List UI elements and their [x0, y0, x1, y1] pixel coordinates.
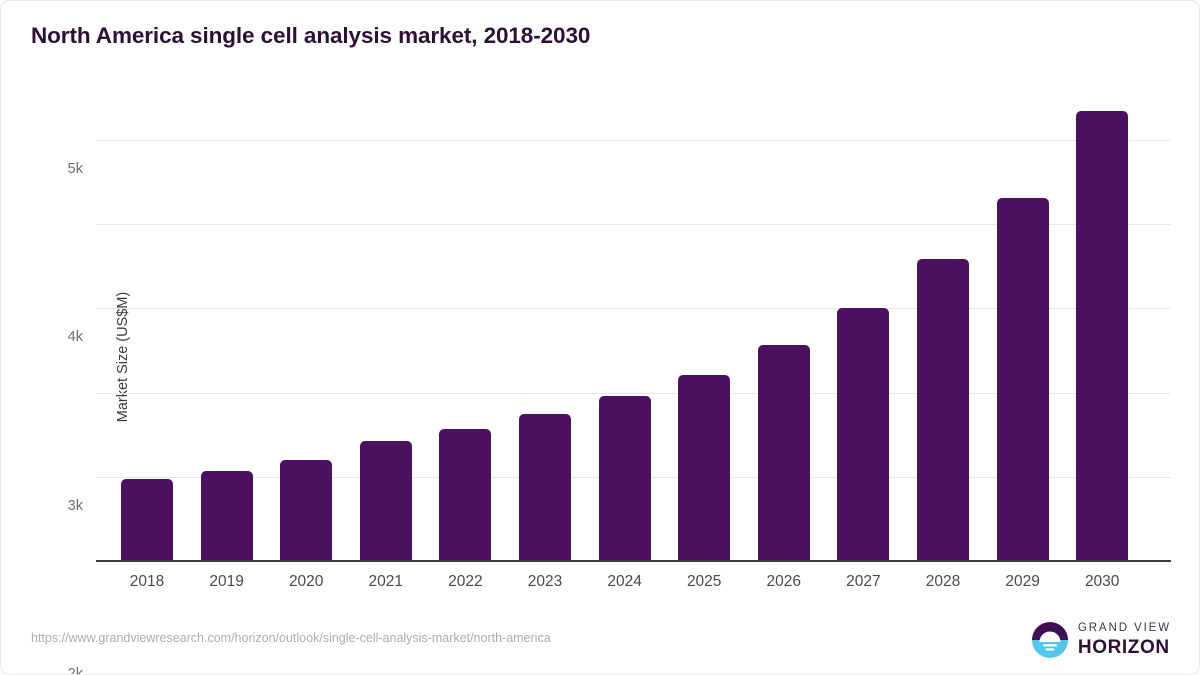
bar[interactable]	[837, 308, 890, 561]
gridline: 4k	[68, 224, 1171, 345]
bar[interactable]	[519, 414, 571, 561]
gridline: 5k	[68, 140, 1171, 177]
y-tick-label: 5k	[67, 161, 83, 178]
grand-view-horizon-logo-icon	[1031, 622, 1068, 658]
x-tick-label: 2024	[607, 573, 642, 590]
x-tick-label: 2022	[448, 573, 483, 590]
y-tick-label: 3k	[67, 497, 83, 514]
x-tick-label: 2018	[129, 573, 165, 590]
bar[interactable]	[757, 345, 810, 561]
bar[interactable]	[439, 428, 492, 561]
bar[interactable]	[359, 440, 412, 561]
logo-line-1: GRAND VIEW	[1077, 622, 1171, 635]
bar[interactable]	[996, 198, 1049, 561]
bar[interactable]	[121, 478, 173, 561]
brand-logo: GRAND VIEW HORIZON	[1031, 621, 1171, 659]
bar[interactable]	[917, 259, 969, 561]
logo-line-2: HORIZON	[1077, 636, 1170, 658]
plot-area: 01k2k3k4k5k	[68, 111, 1171, 674]
x-tick-label: 2020	[288, 573, 324, 590]
bar-series	[121, 111, 1171, 561]
page-title: North America single cell analysis marke…	[31, 23, 591, 48]
x-tick-label: 2023	[527, 573, 563, 590]
x-tick-label: 2026	[766, 573, 802, 590]
x-tick-label: 2027	[846, 573, 881, 590]
gridline: 2k	[68, 392, 1171, 674]
x-tick-label: 2021	[368, 573, 404, 590]
x-tick-label: 2028	[925, 573, 961, 590]
x-tick-label: 2019	[209, 573, 244, 590]
bar[interactable]	[200, 470, 253, 561]
x-tick-label: 2030	[1084, 573, 1120, 590]
x-tick-label: 2029	[1005, 573, 1040, 590]
gridline: 3k	[68, 308, 1171, 514]
bar[interactable]	[1076, 111, 1129, 561]
bar[interactable]	[598, 396, 651, 561]
y-tick-label: 4k	[67, 329, 83, 346]
bar[interactable]	[678, 374, 731, 561]
y-tick-label: 2k	[67, 666, 83, 675]
x-axis-line	[96, 560, 1171, 562]
logo-wordmark: GRAND VIEW HORIZON	[1078, 623, 1171, 657]
source-url[interactable]: https://www.grandviewresearch.com/horizo…	[31, 631, 551, 645]
x-tick-label: 2025	[686, 573, 722, 590]
bar[interactable]	[280, 459, 333, 561]
